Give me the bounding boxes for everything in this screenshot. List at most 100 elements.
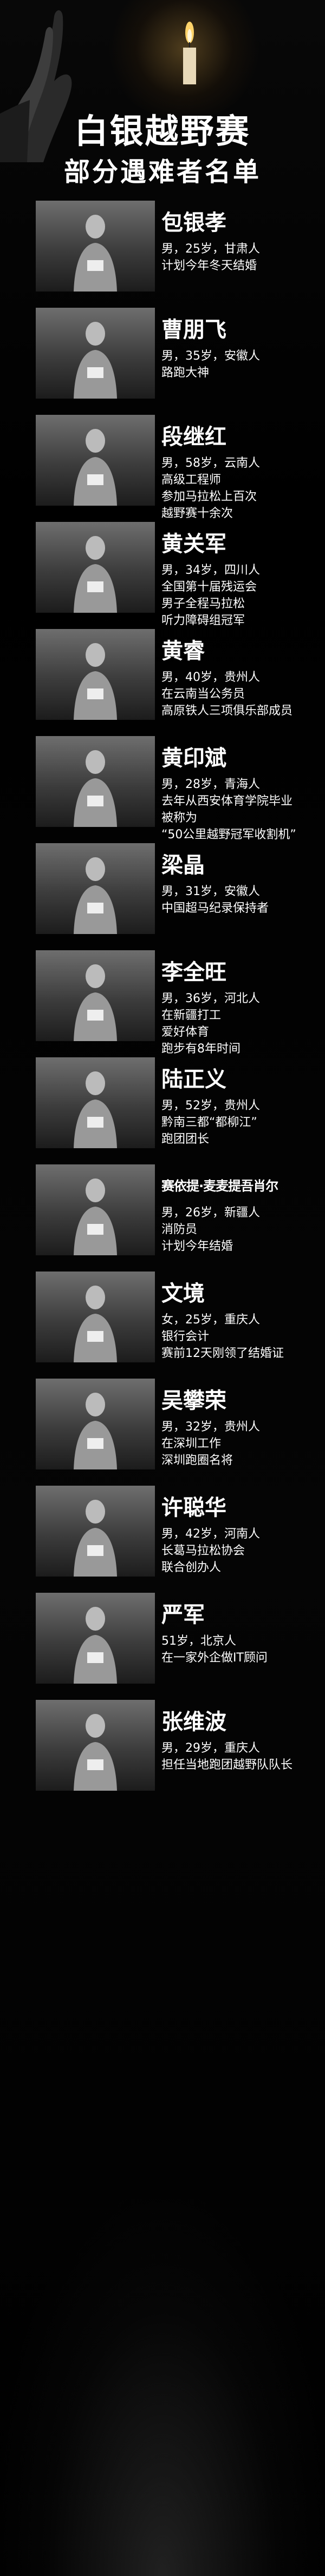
- detail-line: 男子全程马拉松: [161, 597, 245, 611]
- victim-name: 黄关军: [161, 532, 226, 557]
- detail-line: 男，28岁，青海人: [161, 778, 260, 791]
- victim-entry: 严军 51岁，北京人 在一家外企做IT顾问: [0, 1590, 325, 1697]
- detail-line: 计划今年冬天结婚: [161, 259, 257, 273]
- victim-name: 赛依提·麦麦提吾肖尔: [161, 1178, 278, 1194]
- victim-list: 包银孝 男，25岁，甘肃人 计划今年冬天结婚 曹朋飞 男，35岁，安徽人 路跑大…: [0, 197, 325, 1804]
- detail-line: 联合创办人: [161, 1561, 222, 1574]
- detail-line: 深圳跑圈名将: [161, 1454, 233, 1467]
- victim-details: 男，25岁，甘肃人 计划今年冬天结婚: [161, 241, 324, 274]
- victim-name: 严军: [161, 1602, 205, 1627]
- victim-photo: [36, 1593, 155, 1684]
- detail-line: 跑步有8年时间: [161, 1042, 240, 1056]
- detail-line: 男，42岁，河南人: [161, 1527, 260, 1541]
- detail-line: 全国第十届残运会: [161, 580, 257, 594]
- victim-name: 黄睿: [161, 639, 205, 664]
- runner-silhouette-icon: [74, 1393, 117, 1469]
- detail-line: 男，29岁，重庆人: [161, 1741, 260, 1755]
- victim-entry: 李全旺 男，36岁，河北人 在新疆打工 爱好体育 跑步有8年时间: [0, 947, 325, 1056]
- detail-line: 去年从西安体育学院毕业: [161, 794, 293, 808]
- detail-line: 越野赛十余次: [161, 507, 233, 520]
- detail-line: 女，25岁，重庆人: [161, 1313, 260, 1327]
- victim-photo: [36, 1486, 155, 1577]
- victim-details: 女，25岁，重庆人 银行会计 赛前12天刚领了结婚证: [161, 1312, 324, 1362]
- detail-line: 计划今年结婚: [161, 1240, 233, 1253]
- detail-line: 爱好体育: [161, 1025, 210, 1039]
- victim-entry: 黄睿 男，40岁，贵州人 在云南当公务员 高原铁人三项俱乐部成员: [0, 626, 325, 733]
- detail-line: 中国超马纪录保持者: [161, 902, 269, 915]
- victim-details: 男，34岁，四川人 全国第十届残运会 男子全程马拉松 听力障碍组冠军: [161, 562, 324, 629]
- victim-entry: 包银孝 男，25岁，甘肃人 计划今年冬天结婚: [0, 197, 325, 304]
- victim-details: 男，58岁，云南人 高级工程师 参加马拉松上百次 越野赛十余次: [161, 455, 324, 522]
- detail-line: 在一家外企做IT顾问: [161, 1651, 268, 1665]
- victim-name: 吴攀荣: [161, 1388, 226, 1413]
- victim-photo: [36, 1272, 155, 1362]
- victim-name: 曹朋飞: [161, 317, 226, 342]
- bottom-fog: [0, 2197, 325, 2576]
- detail-line: 在新疆打工: [161, 1009, 222, 1022]
- victim-photo: [36, 1057, 155, 1148]
- page-subtitle: 部分遇难者名单: [63, 157, 261, 187]
- victim-entry: 黄关军 男，34岁，四川人 全国第十届残运会 男子全程马拉松 听力障碍组冠军: [0, 519, 325, 629]
- victim-name: 陆正义: [161, 1067, 226, 1092]
- victim-name: 黄印斌: [161, 746, 226, 771]
- runner-silhouette-icon: [74, 1071, 117, 1148]
- runner-silhouette-icon: [74, 536, 117, 613]
- victim-name: 段继红: [161, 425, 226, 449]
- detail-line: 跑团团长: [161, 1133, 210, 1146]
- detail-line: 男，58岁，云南人: [161, 456, 260, 470]
- detail-line: 男，32岁，贵州人: [161, 1420, 260, 1434]
- detail-line: 长葛马拉松协会: [161, 1544, 245, 1558]
- runner-silhouette-icon: [74, 643, 117, 720]
- victim-entry: 梁晶 男，31岁，安徽人 中国超马纪录保持者: [0, 840, 325, 947]
- runner-silhouette-icon: [74, 1500, 117, 1577]
- detail-line: 男，36岁，河北人: [161, 992, 260, 1005]
- victim-name: 梁晶: [161, 853, 205, 878]
- detail-line: 银行会计: [161, 1330, 210, 1343]
- victim-photo: [36, 736, 155, 827]
- victim-details: 男，52岁，贵州人 黔南三都“都柳江” 跑团团长: [161, 1097, 324, 1148]
- victim-details: 男，42岁，河南人 长葛马拉松协会 联合创办人: [161, 1526, 324, 1576]
- page-title: 白银越野赛: [74, 111, 251, 151]
- victim-photo: [36, 522, 155, 613]
- victim-details: 51岁，北京人 在一家外企做IT顾问: [161, 1633, 324, 1666]
- detail-line: 男，52岁，贵州人: [161, 1099, 260, 1112]
- runner-silhouette-icon: [74, 964, 117, 1041]
- victim-photo: [36, 1700, 155, 1791]
- detail-line: 男，26岁，新疆人: [161, 1206, 260, 1220]
- runner-silhouette-icon: [74, 429, 117, 506]
- detail-line: 高级工程师: [161, 473, 222, 487]
- detail-line: 消防员: [161, 1223, 198, 1236]
- victim-photo: [36, 1379, 155, 1469]
- victim-name: 文境: [161, 1281, 205, 1306]
- runner-silhouette-icon: [74, 1714, 117, 1791]
- candle-icon: [183, 22, 196, 84]
- victim-details: 男，26岁，新疆人 消防员 计划今年结婚: [161, 1204, 324, 1255]
- victim-details: 男，28岁，青海人 去年从西安体育学院毕业 被称为 “50公里越野冠军收割机”: [161, 776, 324, 843]
- detail-line: 参加马拉松上百次: [161, 490, 257, 504]
- detail-line: “50公里越野冠军收割机”: [161, 828, 296, 842]
- detail-line: 被称为: [161, 811, 198, 825]
- victim-photo: [36, 629, 155, 720]
- detail-line: 高原铁人三项俱乐部成员: [161, 704, 293, 718]
- detail-line: 赛前12天刚领了结婚证: [161, 1347, 284, 1360]
- detail-line: 男，25岁，甘肃人: [161, 242, 260, 256]
- victim-photo: [36, 1164, 155, 1255]
- victim-entry: 曹朋飞 男，35岁，安徽人 路跑大神: [0, 304, 325, 412]
- victim-details: 男，29岁，重庆人 担任当地跑团越野队队长: [161, 1740, 324, 1773]
- detail-line: 担任当地跑团越野队队长: [161, 1758, 293, 1772]
- victim-entry: 段继红 男，58岁，云南人 高级工程师 参加马拉松上百次 越野赛十余次: [0, 412, 325, 522]
- header: 白银越野赛 部分遇难者名单: [0, 0, 325, 197]
- victim-details: 男，31岁，安徽人 中国超马纪录保持者: [161, 883, 324, 917]
- runner-silhouette-icon: [74, 1178, 117, 1255]
- detail-line: 51岁，北京人: [161, 1634, 236, 1648]
- victim-details: 男，32岁，贵州人 在深圳工作 深圳跑圈名将: [161, 1419, 324, 1469]
- victim-name: 包银孝: [161, 210, 226, 235]
- victim-entry: 陆正义 男，52岁，贵州人 黔南三都“都柳江” 跑团团长: [0, 1054, 325, 1161]
- detail-line: 黔南三都“都柳江”: [161, 1116, 257, 1129]
- detail-line: 男，34岁，四川人: [161, 564, 260, 577]
- victim-entry: 黄印斌 男，28岁，青海人 去年从西安体育学院毕业 被称为 “50公里越野冠军收…: [0, 733, 325, 843]
- detail-line: 听力障碍组冠军: [161, 614, 245, 627]
- victim-entry: 赛依提·麦麦提吾肖尔 男，26岁，新疆人 消防员 计划今年结婚: [0, 1161, 325, 1268]
- detail-line: 男，31岁，安徽人: [161, 885, 260, 898]
- runner-silhouette-icon: [74, 750, 117, 827]
